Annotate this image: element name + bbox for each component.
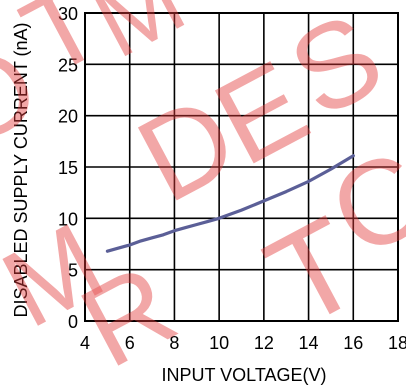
x-tick-label: 8 xyxy=(169,333,179,353)
grid-lines xyxy=(84,12,399,322)
x-tick-label: 10 xyxy=(209,333,229,353)
y-tick-label: 20 xyxy=(58,107,78,127)
plot-border xyxy=(84,12,399,322)
y-tick-label: 15 xyxy=(58,158,78,178)
y-tick-label: 30 xyxy=(58,4,78,24)
x-tick-label: 6 xyxy=(125,333,135,353)
y-tick-label: 25 xyxy=(58,55,78,75)
y-tick-label: 5 xyxy=(68,261,78,281)
x-axis-title: INPUT VOLTAGE(V) xyxy=(161,365,326,385)
y-tick-label: 10 xyxy=(58,209,78,229)
x-tick-label: 12 xyxy=(254,333,274,353)
x-tick-label: 4 xyxy=(80,333,90,353)
series-layer xyxy=(105,154,355,253)
series-line xyxy=(105,154,355,253)
x-tick-labels: 4 6 8 10 12 14 16 18 xyxy=(80,333,406,353)
x-tick-label: 14 xyxy=(299,333,319,353)
x-tick-label: 16 xyxy=(343,333,363,353)
x-tick-label: 18 xyxy=(388,333,406,353)
y-tick-labels: 0 5 10 15 20 25 30 xyxy=(58,4,78,332)
y-tick-label: 0 xyxy=(68,312,78,332)
plot-frame xyxy=(84,12,399,322)
y-axis-title: DISABLED SUPPLY CURRENT (nA) xyxy=(11,22,31,317)
